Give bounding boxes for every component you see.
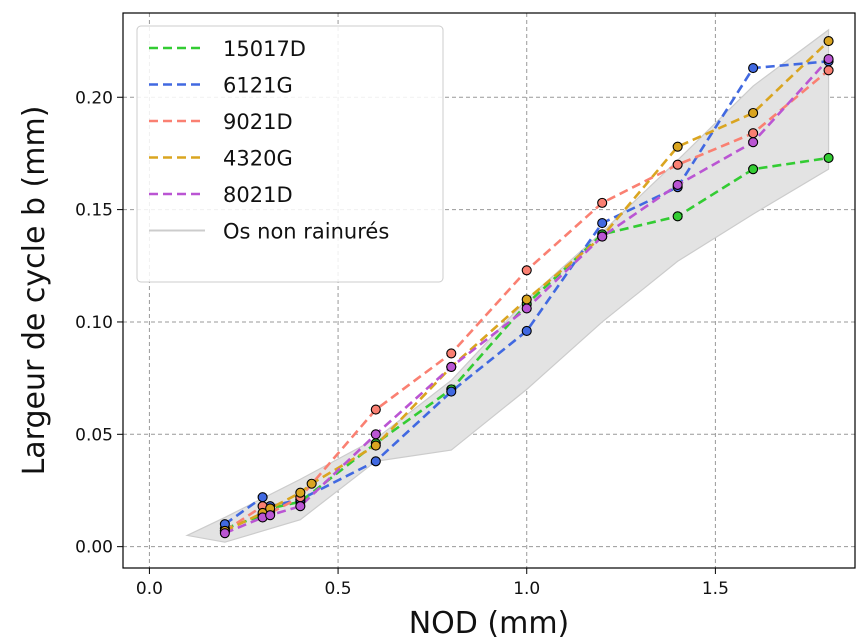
x-axis-title: NOD (mm) xyxy=(409,606,570,639)
series-point xyxy=(749,129,758,138)
series-point xyxy=(824,66,833,75)
series-point xyxy=(522,266,531,275)
series-point xyxy=(522,326,531,335)
series-point xyxy=(266,511,275,520)
series-point xyxy=(258,493,267,502)
series-point xyxy=(522,304,531,313)
series-point xyxy=(371,430,380,439)
y-axis-title: Largeur de cycle b (mm) xyxy=(17,106,52,476)
legend: 15017D 6121G 9021D 4320G 8021D Os non rainuré… xyxy=(137,26,443,282)
x-tick-label: 0.0 xyxy=(136,579,163,599)
y-tick-label: 0.00 xyxy=(75,538,113,558)
series-point xyxy=(673,212,682,221)
legend-label: 6121G xyxy=(223,74,293,98)
series-point xyxy=(447,349,456,358)
series-point xyxy=(371,441,380,450)
y-tick-label: 0.15 xyxy=(75,201,113,221)
series-point xyxy=(824,153,833,162)
series-point xyxy=(673,160,682,169)
y-tick-label: 0.05 xyxy=(75,425,113,445)
x-tick-label: 1.0 xyxy=(513,579,540,599)
x-tick-label: 1.5 xyxy=(702,579,729,599)
legend-label: Os non rainurés xyxy=(223,220,389,244)
series-point xyxy=(749,108,758,117)
series-point xyxy=(749,138,758,147)
y-tick-label: 0.20 xyxy=(75,88,113,108)
series-point xyxy=(296,488,305,497)
series-point xyxy=(673,142,682,151)
series-point xyxy=(220,529,229,538)
series-point xyxy=(598,198,607,207)
series-point xyxy=(598,232,607,241)
x-tick-label: 0.5 xyxy=(325,579,352,599)
legend-label: 4320G xyxy=(223,147,293,171)
series-point xyxy=(824,37,833,46)
legend-label: 9021D xyxy=(223,110,293,134)
series-point xyxy=(598,219,607,228)
y-tick-label: 0.10 xyxy=(75,313,113,333)
series-point xyxy=(447,362,456,371)
legend-label: 15017D xyxy=(223,37,306,61)
series-point xyxy=(749,64,758,73)
series-point xyxy=(749,165,758,174)
series-point xyxy=(824,55,833,64)
series-point xyxy=(447,387,456,396)
series-point xyxy=(673,180,682,189)
legend-label: 8021D xyxy=(223,183,293,207)
series-point xyxy=(371,457,380,466)
series-point xyxy=(296,502,305,511)
series-point xyxy=(307,479,316,488)
series-point xyxy=(371,405,380,414)
series-point xyxy=(522,295,531,304)
